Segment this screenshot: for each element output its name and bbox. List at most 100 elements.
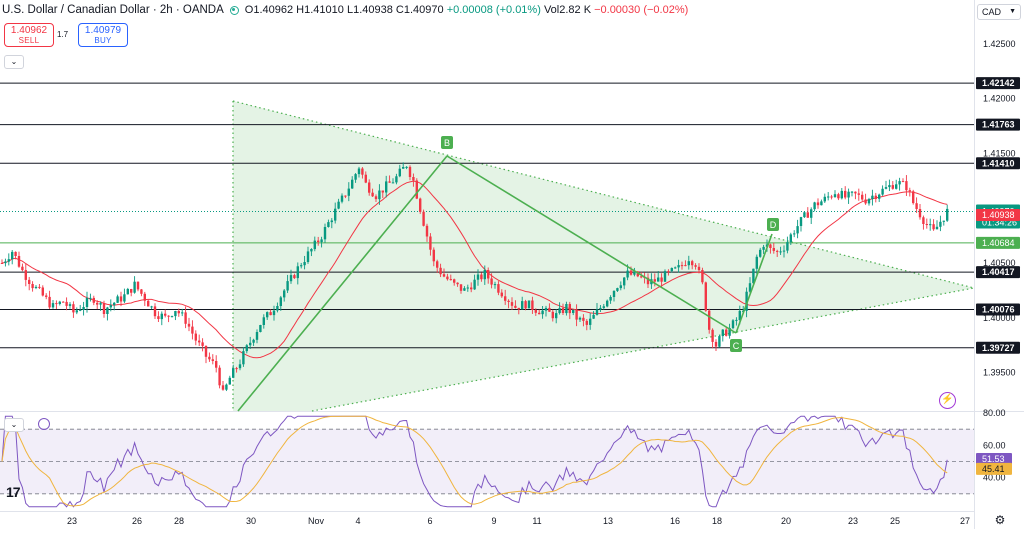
- candle[interactable]: [748, 277, 752, 293]
- candle[interactable]: [718, 334, 721, 348]
- candle[interactable]: [419, 197, 422, 214]
- candle[interactable]: [198, 334, 201, 346]
- market-status-icon[interactable]: [229, 5, 239, 15]
- candle[interactable]: [789, 232, 792, 245]
- candle[interactable]: [769, 243, 772, 254]
- candle[interactable]: [878, 193, 881, 202]
- candle[interactable]: [905, 175, 908, 196]
- candle[interactable]: [544, 305, 548, 317]
- candle[interactable]: [854, 191, 857, 200]
- candle[interactable]: [490, 273, 493, 289]
- candle[interactable]: [714, 339, 718, 351]
- candle[interactable]: [663, 269, 667, 283]
- candle[interactable]: [572, 309, 575, 316]
- collapse-indicators-button[interactable]: ⌄: [4, 55, 24, 69]
- candle[interactable]: [167, 315, 170, 323]
- candle[interactable]: [232, 364, 235, 379]
- candle[interactable]: [276, 302, 279, 313]
- candle[interactable]: [884, 180, 888, 190]
- candle[interactable]: [935, 220, 939, 230]
- candle[interactable]: [694, 263, 697, 270]
- candle[interactable]: [510, 297, 514, 310]
- currency-selector[interactable]: CAD ▼: [977, 4, 1021, 20]
- candle[interactable]: [857, 188, 860, 201]
- candle[interactable]: [259, 324, 262, 333]
- candle[interactable]: [939, 215, 942, 232]
- candle[interactable]: [779, 246, 782, 255]
- candle[interactable]: [721, 329, 724, 342]
- candle[interactable]: [45, 293, 48, 300]
- candle[interactable]: [58, 300, 61, 306]
- tradingview-logo-icon[interactable]: 17: [6, 484, 21, 500]
- candle[interactable]: [215, 355, 218, 373]
- candle[interactable]: [242, 347, 245, 367]
- candle[interactable]: [28, 276, 31, 291]
- candle[interactable]: [102, 300, 106, 318]
- candle[interactable]: [602, 303, 605, 310]
- candle[interactable]: [810, 207, 813, 225]
- candle[interactable]: [221, 380, 225, 391]
- candle[interactable]: [21, 263, 24, 272]
- candle[interactable]: [538, 309, 541, 315]
- candle[interactable]: [861, 191, 864, 201]
- gear-icon[interactable]: ⚙: [994, 513, 1006, 527]
- candle[interactable]: [657, 271, 660, 282]
- candle[interactable]: [725, 326, 728, 337]
- candle[interactable]: [218, 365, 221, 389]
- candle[interactable]: [432, 247, 435, 267]
- candle[interactable]: [915, 197, 918, 213]
- candle[interactable]: [847, 188, 850, 204]
- candle[interactable]: [68, 302, 72, 309]
- candle[interactable]: [772, 242, 775, 254]
- candle[interactable]: [24, 263, 27, 287]
- sell-button[interactable]: 1.40962 SELL: [4, 23, 54, 47]
- candle[interactable]: [289, 269, 293, 284]
- candle[interactable]: [881, 185, 884, 196]
- level-price-tag[interactable]: 1.40076: [976, 303, 1020, 316]
- candle[interactable]: [395, 173, 398, 185]
- candle[interactable]: [612, 290, 616, 302]
- pattern-leg[interactable]: [735, 233, 773, 334]
- candle[interactable]: [609, 295, 612, 304]
- candle[interactable]: [633, 267, 636, 277]
- candle[interactable]: [113, 301, 116, 311]
- candle[interactable]: [704, 281, 707, 312]
- candle[interactable]: [527, 300, 531, 309]
- candle[interactable]: [483, 265, 486, 285]
- level-price-tag[interactable]: 1.41763: [976, 118, 1020, 131]
- candle[interactable]: [228, 375, 231, 385]
- candle[interactable]: [497, 281, 500, 296]
- candle[interactable]: [541, 305, 544, 319]
- candle[interactable]: [75, 307, 78, 315]
- candle[interactable]: [34, 285, 38, 290]
- candle[interactable]: [191, 320, 194, 340]
- candle[interactable]: [62, 301, 65, 303]
- candle[interactable]: [344, 195, 347, 199]
- candle[interactable]: [660, 273, 663, 289]
- candle[interactable]: [55, 300, 58, 310]
- candle[interactable]: [555, 309, 558, 324]
- candle[interactable]: [762, 244, 765, 254]
- candle[interactable]: [534, 308, 537, 316]
- candle[interactable]: [755, 254, 758, 275]
- candle[interactable]: [442, 268, 446, 278]
- symbol-title[interactable]: U.S. Dollar / Canadian Dollar · 2h · OAN…: [2, 4, 224, 16]
- candle[interactable]: [504, 289, 507, 305]
- candle[interactable]: [310, 248, 313, 257]
- pattern-leg[interactable]: [446, 155, 737, 334]
- candle[interactable]: [181, 308, 184, 317]
- level-price-tag[interactable]: 1.42142: [976, 77, 1020, 90]
- candle[interactable]: [568, 301, 571, 320]
- candle[interactable]: [79, 304, 82, 312]
- candle[interactable]: [334, 202, 337, 224]
- candle[interactable]: [874, 192, 877, 203]
- candle[interactable]: [895, 179, 898, 190]
- candle[interactable]: [225, 383, 228, 392]
- candle[interactable]: [677, 259, 680, 273]
- candle[interactable]: [402, 162, 405, 169]
- candle[interactable]: [99, 301, 102, 311]
- candle[interactable]: [51, 299, 55, 309]
- triangle-upper-edge[interactable]: [232, 100, 975, 289]
- candle[interactable]: [922, 215, 925, 230]
